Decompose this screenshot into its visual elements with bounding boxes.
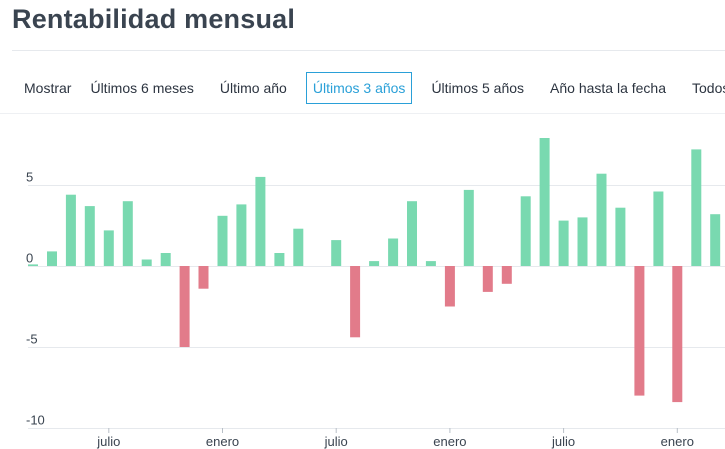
bar-negative <box>634 266 645 396</box>
bar-positive <box>331 240 342 266</box>
bar-positive <box>710 214 721 266</box>
bar-negative <box>501 266 512 284</box>
range-tab-3-years[interactable]: Últimos 3 años <box>305 72 413 104</box>
bar-negative <box>482 266 493 292</box>
bar-positive <box>274 253 285 266</box>
range-tab-all[interactable]: Todos <box>692 80 725 96</box>
bar-positive <box>141 259 152 266</box>
x-tick-label: enero <box>661 434 694 449</box>
title-divider <box>12 50 725 51</box>
range-tab-5-years[interactable]: Últimos 5 años <box>431 80 525 96</box>
y-tick-label: -5 <box>26 332 38 347</box>
range-tab-ytd[interactable]: Año hasta la fecha <box>550 80 667 96</box>
range-selector: Mostrar Últimos 6 meses Último año Últim… <box>24 72 725 104</box>
x-tick-label: julio <box>324 434 348 449</box>
bar-negative <box>672 266 683 403</box>
bar-positive <box>520 196 531 266</box>
bar-positive <box>407 201 417 266</box>
bar-positive <box>293 228 304 266</box>
tabs-divider <box>0 113 725 114</box>
bar-negative <box>350 266 361 338</box>
y-tick-label: 0 <box>26 251 33 266</box>
bar-positive <box>28 264 38 266</box>
y-tick-label: -10 <box>26 413 45 428</box>
x-tick-label: enero <box>433 434 466 449</box>
x-tick-label: enero <box>206 434 239 449</box>
bar-positive <box>255 176 266 266</box>
chart-axis-labels: 5 0 -5 -10 julio enero julio enero julio enero <box>26 170 694 449</box>
bar-positive <box>596 173 607 266</box>
bar-positive <box>558 220 569 266</box>
bar-positive <box>369 261 380 266</box>
bar-positive <box>217 215 228 266</box>
x-tick-label: julio <box>96 434 120 449</box>
bar-positive <box>653 191 664 266</box>
bar-positive <box>84 206 95 266</box>
bar-positive <box>47 251 57 266</box>
bar-positive <box>577 217 588 266</box>
bar-positive <box>65 194 76 266</box>
page-title: Rentabilidad mensual <box>12 4 296 34</box>
range-selector-label: Mostrar <box>24 80 72 96</box>
bar-positive <box>388 238 399 266</box>
bar-positive <box>103 230 114 266</box>
bar-positive <box>539 138 550 266</box>
bar-positive <box>160 253 171 266</box>
bar-positive <box>122 201 133 266</box>
y-tick-label: 5 <box>26 170 33 185</box>
bar-negative <box>444 266 455 307</box>
bar-positive <box>425 261 436 266</box>
bar-positive <box>691 149 702 266</box>
bar-positive <box>236 204 247 266</box>
x-tick-label: julio <box>551 434 575 449</box>
chart-gridlines <box>28 185 725 433</box>
bar-negative <box>198 266 209 289</box>
range-tab-1-year[interactable]: Último año <box>219 80 287 96</box>
bar-positive <box>615 207 626 266</box>
bar-negative <box>179 266 190 347</box>
chart-bars <box>28 138 721 403</box>
range-tab-6-months[interactable]: Últimos 6 meses <box>90 80 194 96</box>
bar-positive <box>463 189 474 266</box>
